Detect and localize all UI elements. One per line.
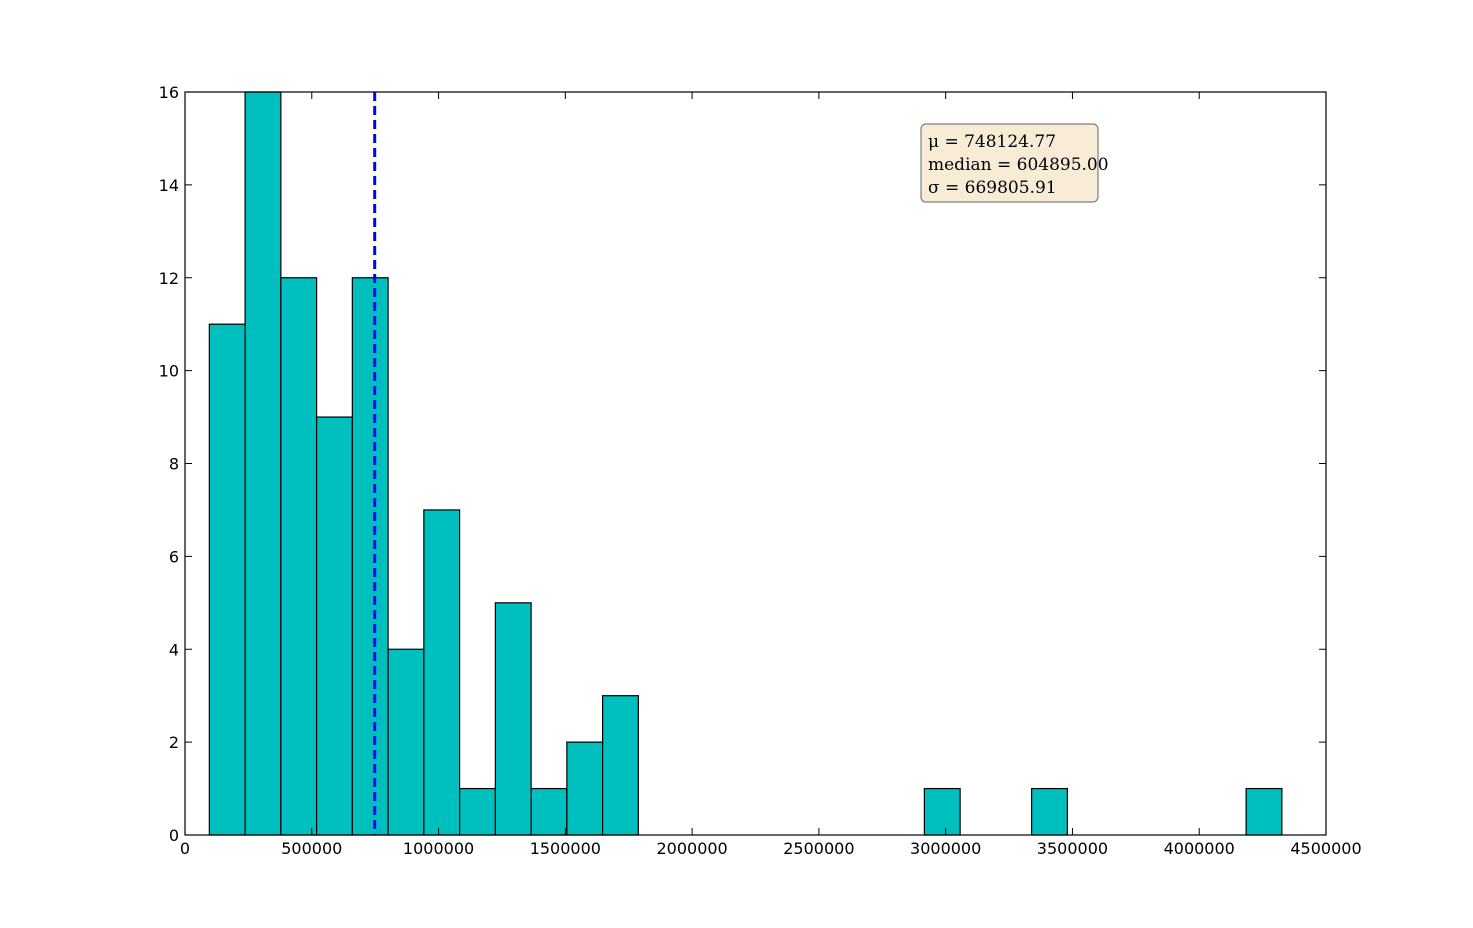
x-tick-label: 1000000 — [403, 839, 474, 858]
x-tick-label: 1500000 — [530, 839, 601, 858]
x-tick-label: 4000000 — [1164, 839, 1235, 858]
histogram-bar — [208, 323, 246, 836]
histogram-bar — [280, 277, 318, 836]
x-tick-label: 500000 — [281, 839, 342, 858]
stats-mean: μ = 748124.77 — [928, 132, 1056, 152]
x-tick-label: 2500000 — [783, 839, 854, 858]
histogram-bar — [244, 91, 282, 836]
x-tick-label: 3000000 — [910, 839, 981, 858]
y-tick-label: 8 — [169, 455, 179, 474]
stats-box-background — [920, 123, 1099, 203]
stats-sigma: σ = 669805.91 — [928, 178, 1057, 198]
stats-median: median = 604895.00 — [928, 155, 1109, 175]
histogram-bar — [423, 509, 461, 836]
histogram-bars — [208, 91, 1283, 836]
histogram-bar — [923, 787, 961, 836]
x-tick-label: 0 — [180, 839, 190, 858]
histogram-bar — [566, 741, 604, 836]
y-tick-label: 10 — [159, 362, 179, 381]
y-tick-label: 14 — [159, 176, 179, 195]
histogram-bar — [1031, 787, 1068, 836]
y-tick-label: 2 — [169, 733, 179, 752]
histogram-bar — [494, 602, 532, 836]
histogram-bar — [530, 787, 568, 836]
y-tick-label: 12 — [159, 269, 179, 288]
x-tick-label: 2000000 — [656, 839, 727, 858]
y-tick-label: 6 — [169, 547, 179, 566]
axis-ticks — [184, 91, 1327, 836]
y-tick-labels: 0 2 4 6 8 10 12 14 16 — [159, 83, 179, 845]
x-tick-labels: 0 500000 1000000 1500000 2000000 2500000 30000… — [180, 839, 1362, 858]
histogram-bar — [459, 787, 496, 836]
stats-box: μ = 748124.77 median = 604895.00 σ = 669… — [920, 123, 1109, 203]
y-tick-label: 4 — [169, 640, 179, 659]
histogram-bar — [1245, 787, 1283, 836]
x-tick-label: 3500000 — [1037, 839, 1108, 858]
y-tick-label: 16 — [159, 83, 179, 102]
y-tick-label: 0 — [169, 826, 179, 845]
histogram-bar — [351, 277, 389, 836]
histogram-bar — [387, 648, 425, 836]
histogram-bar — [315, 416, 353, 836]
histogram-bar — [602, 695, 639, 836]
x-tick-label: 4500000 — [1290, 839, 1361, 858]
